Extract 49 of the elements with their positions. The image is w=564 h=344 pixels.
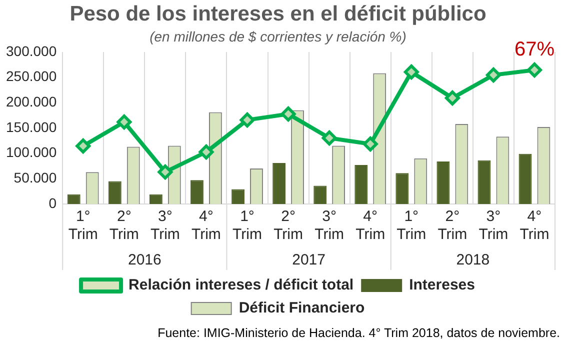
x-tick-label: 2° Trim [438, 208, 468, 244]
x-tick-label: 3° Trim [478, 208, 508, 244]
x-tick-label: 1° Trim [232, 208, 262, 244]
bar [436, 161, 450, 204]
bar [272, 162, 286, 204]
bar [190, 180, 204, 204]
source-note: Fuente: IMIG-Ministerio de Hacienda. 4° Trim 2018, datos de noviembre. [158, 326, 560, 340]
y-tick-label: 100.000 [6, 144, 57, 160]
chart-subtitle: (en millones de $ corrientes y relación %) [150, 28, 406, 44]
x-tick-label: 4° Trim [192, 208, 221, 244]
x-tick-label: 4° Trim [520, 208, 550, 244]
point [76, 138, 91, 154]
point [280, 106, 296, 122]
point [526, 62, 542, 78]
x-tick-label: 3° Trim [150, 208, 180, 244]
y-tick-label: 0 [48, 194, 57, 211]
text: 2018 [456, 252, 490, 269]
x-tick-label: 2° Trim [109, 208, 139, 244]
bar [518, 154, 532, 204]
y-tick-label: 300.000 [6, 42, 57, 59]
y-tick-label: 150.000 [6, 118, 57, 135]
point [322, 130, 337, 146]
y-tick-label: 200.000 [6, 94, 57, 110]
legend-label: Relación intereses / déficit total [128, 276, 354, 294]
bar [396, 173, 409, 204]
chart-title: Peso de los intereses en el déficit público [70, 2, 486, 26]
bar [478, 160, 491, 204]
bar [354, 164, 368, 204]
text: 2016 [128, 252, 162, 269]
bar [108, 181, 122, 204]
point [240, 112, 255, 128]
point [158, 164, 173, 180]
x-tick-label: 1° Trim [396, 208, 426, 244]
point [116, 114, 132, 130]
x-tick-label: 2° Trim [274, 208, 304, 244]
y-tick-label: 250.000 [6, 68, 57, 84]
x-tick-label: 3° Trim [314, 208, 344, 244]
text: 2017 [292, 252, 326, 269]
legend-label: Intereses [409, 276, 475, 294]
point [404, 64, 419, 80]
point [198, 144, 214, 160]
point [362, 136, 378, 152]
point [486, 68, 501, 82]
data-label: 67% [514, 38, 555, 61]
y-tick-label: 50.000 [14, 170, 57, 186]
x-tick-label: 4° Trim [356, 208, 386, 244]
point [444, 90, 460, 106]
legend-label: Déficit Financiero [238, 300, 365, 317]
x-tick-label: 1° Trim [68, 208, 98, 244]
